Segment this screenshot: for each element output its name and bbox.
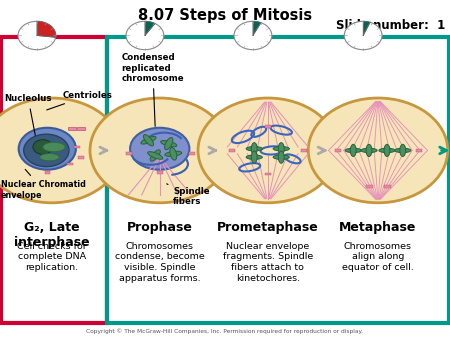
- Text: Centrioles: Centrioles: [47, 91, 113, 110]
- Text: Prophase: Prophase: [127, 221, 193, 234]
- Text: Copyright © The McGraw-Hill Companies, Inc. Permission required for reproduction: Copyright © The McGraw-Hill Companies, I…: [86, 328, 364, 334]
- Ellipse shape: [350, 144, 356, 156]
- Wedge shape: [363, 21, 370, 35]
- Bar: [67, 163, 73, 165]
- Text: Nuclear envelope
fragments. Spindle
fibers attach to
kinetochores.: Nuclear envelope fragments. Spindle fibe…: [223, 242, 313, 283]
- Circle shape: [90, 98, 230, 203]
- Ellipse shape: [130, 128, 189, 170]
- Bar: [265, 125, 271, 128]
- Ellipse shape: [400, 144, 406, 156]
- Ellipse shape: [40, 153, 59, 161]
- Ellipse shape: [141, 137, 156, 144]
- Text: Cell checks for
complete DNA
replication.: Cell checks for complete DNA replication…: [17, 242, 86, 272]
- Bar: [77, 127, 85, 130]
- Bar: [265, 173, 271, 175]
- Ellipse shape: [43, 142, 65, 152]
- Ellipse shape: [273, 146, 289, 151]
- Ellipse shape: [165, 138, 173, 150]
- Bar: [126, 152, 132, 155]
- Bar: [366, 186, 373, 188]
- Ellipse shape: [246, 155, 262, 160]
- Circle shape: [234, 21, 272, 50]
- Bar: [335, 149, 341, 152]
- Bar: [157, 171, 163, 174]
- Wedge shape: [145, 21, 155, 35]
- Circle shape: [344, 21, 382, 50]
- Ellipse shape: [170, 147, 177, 160]
- Bar: [416, 149, 422, 152]
- Ellipse shape: [246, 146, 262, 151]
- Ellipse shape: [379, 148, 395, 153]
- Text: G₂, Late
interphase: G₂, Late interphase: [14, 221, 90, 249]
- Bar: [107, 37, 449, 323]
- Ellipse shape: [24, 134, 69, 167]
- Ellipse shape: [278, 151, 284, 163]
- Circle shape: [18, 21, 56, 50]
- Bar: [301, 149, 307, 152]
- Text: 8.07 Steps of Mitosis: 8.07 Steps of Mitosis: [138, 8, 312, 23]
- Ellipse shape: [251, 151, 257, 163]
- Text: Condensed
replicated
chromosome: Condensed replicated chromosome: [122, 53, 184, 126]
- Bar: [78, 156, 84, 159]
- Ellipse shape: [273, 155, 289, 160]
- Ellipse shape: [144, 135, 153, 146]
- Wedge shape: [37, 21, 56, 37]
- Ellipse shape: [18, 128, 76, 170]
- Bar: [45, 171, 50, 174]
- Circle shape: [126, 21, 164, 50]
- Text: Chromosomes
condense, become
visible. Spindle
apparatus forms.: Chromosomes condense, become visible. Sp…: [115, 242, 205, 283]
- Bar: [384, 186, 391, 188]
- Circle shape: [198, 98, 338, 203]
- Bar: [229, 149, 235, 152]
- Ellipse shape: [251, 143, 257, 155]
- Ellipse shape: [366, 144, 372, 156]
- Ellipse shape: [395, 148, 411, 153]
- Circle shape: [0, 98, 122, 203]
- Ellipse shape: [361, 148, 377, 153]
- Ellipse shape: [165, 151, 182, 156]
- Ellipse shape: [150, 150, 160, 161]
- Text: Nucleolus: Nucleolus: [4, 94, 52, 141]
- Ellipse shape: [345, 148, 361, 153]
- Wedge shape: [253, 21, 261, 35]
- Ellipse shape: [161, 141, 177, 147]
- Text: Metaphase: Metaphase: [339, 221, 417, 234]
- Ellipse shape: [148, 152, 163, 159]
- Ellipse shape: [33, 140, 53, 154]
- Ellipse shape: [278, 143, 284, 155]
- Bar: [189, 152, 195, 155]
- Circle shape: [308, 98, 448, 203]
- Ellipse shape: [384, 144, 390, 156]
- Bar: [68, 127, 76, 130]
- Text: Spindle
fibers: Spindle fibers: [166, 184, 210, 207]
- Bar: [1, 37, 107, 323]
- Text: Nuclear Chromatid
envelope: Nuclear Chromatid envelope: [1, 169, 86, 200]
- Text: Prometaphase: Prometaphase: [217, 221, 319, 234]
- Text: Chromosomes
align along
equator of cell.: Chromosomes align along equator of cell.: [342, 242, 414, 272]
- Bar: [74, 146, 80, 148]
- Text: Slide number:  1: Slide number: 1: [336, 19, 446, 31]
